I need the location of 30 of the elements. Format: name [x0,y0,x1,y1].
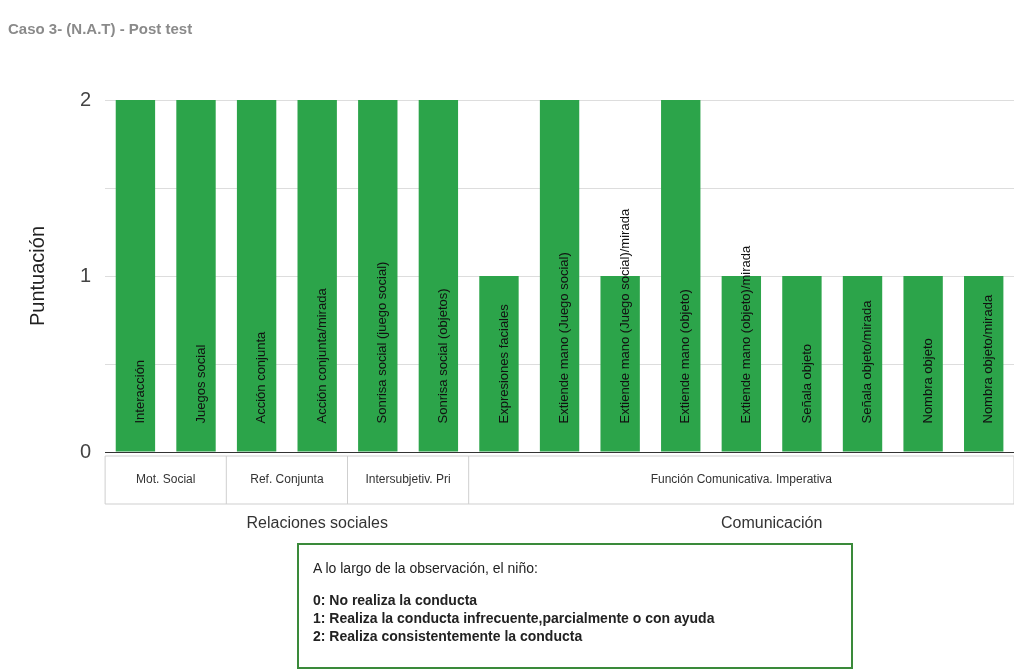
x-tick-label: Expresiones faciales [495,303,511,424]
y-tick-label: 1 [80,263,92,286]
x-tick-label: Sonrisa social (objetos) [434,288,450,424]
text: 0: No realiza la conducta [313,591,479,609]
x-tick-label: Extiende mano (objeto) [677,289,693,424]
x-tick-label: Juegos social [192,344,208,424]
text: Intersubjetiv. Pri [365,472,451,487]
x-tick-label: Extiende mano (Juego social)/mirada [616,208,632,424]
text: Comunicación [720,514,823,532]
y-tick-label: 0 [80,439,92,462]
x-tick-label: Acción conjunta [253,330,269,424]
text: Ref. Conjunta [250,472,324,487]
x-tick-label: Interacción [132,359,147,424]
text: Función Comunicativa. Imperativa [650,472,833,487]
x-tick-label: Nombra objeto/mirada [980,294,996,424]
text: Relaciones sociales [246,514,388,532]
x-tick-label: Nombra objeto [919,338,935,424]
y-tick-label: 2 [80,87,92,110]
x-tick-label: Acción conjunta/mirada [313,287,329,424]
chart-title: Caso 3- (N.A.T) - Post test [8,20,193,37]
x-tick-label: Sonrisa social (juego social) [374,261,390,424]
x-tick-label: Señala objeto/mirada [859,299,875,424]
text: 2: Realiza consistentemente la conducta [313,627,584,645]
x-tick-label: Extiende mano (objeto)/mirada [737,244,753,424]
text: 1: Realiza la conducta infrecuente,parcialmente o con ayuda [313,609,716,627]
text: Mot. Social [136,472,196,487]
y-axis-title: Puntuación [25,225,48,327]
text: A lo largo de la observación, el niño: [313,559,539,577]
x-tick-label: Extiende mano (Juego social) [556,252,572,424]
x-tick-label: Señala objeto [798,343,814,424]
